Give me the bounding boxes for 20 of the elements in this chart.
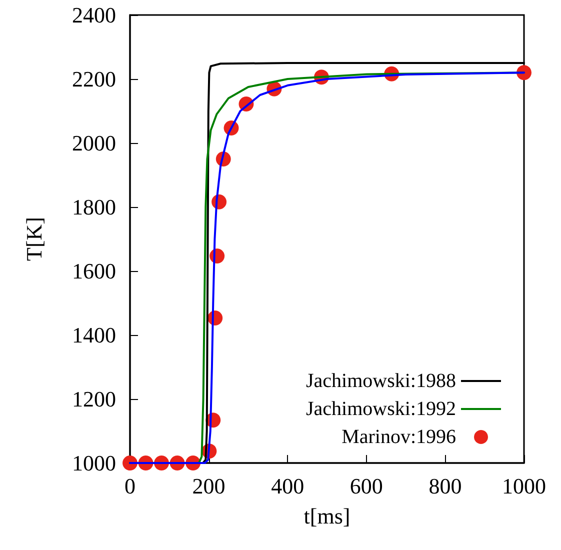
y-tick-label: 1000 [72, 450, 116, 476]
y-tick-label: 2400 [72, 2, 116, 28]
y-tick-label: 2200 [72, 66, 116, 92]
legend-label: Jachimowski:1988 [306, 370, 456, 392]
x-axis-title: t[ms] [304, 504, 350, 528]
legend-label: Marinov:1996 [342, 426, 456, 448]
x-tick-label: 600 [350, 474, 383, 498]
y-tick-label: 2000 [72, 130, 116, 156]
x-tick-label: 0 [124, 474, 136, 498]
y-tick-label: 1400 [72, 322, 116, 348]
x-tick-label: 200 [192, 474, 226, 498]
x-tick-label: 400 [271, 474, 304, 498]
x-tick-label: 800 [428, 474, 462, 498]
y-tick-label: 1600 [72, 258, 116, 284]
y-axis-title: T[K] [22, 217, 46, 261]
y-tick-label: 1800 [72, 194, 116, 220]
y-tick-label: 1200 [72, 386, 116, 412]
point [516, 65, 532, 80]
x-tick-label: 1000 [502, 474, 546, 498]
legend-label: Jachimowski:1992 [306, 398, 456, 420]
